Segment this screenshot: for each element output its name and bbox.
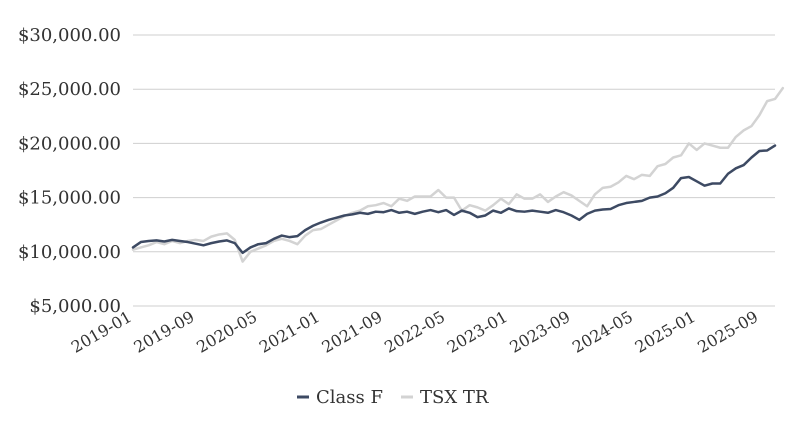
- y-tick-label: $20,000.00: [18, 133, 121, 154]
- x-tick-label: 2023-01: [444, 307, 511, 357]
- x-tick-label: 2023-09: [506, 307, 573, 357]
- series-lines: [131, 86, 785, 263]
- x-tick-label: 2019-09: [131, 307, 198, 357]
- x-tick-label: 2025-09: [694, 307, 761, 357]
- x-axis-tick-labels: 2019-012019-092020-052021-012021-092022-…: [68, 307, 761, 357]
- legend-label: TSX TR: [420, 387, 489, 408]
- y-tick-label: $25,000.00: [18, 79, 121, 100]
- legend: Class F TSX TR: [297, 387, 489, 408]
- y-tick-label: $30,000.00: [18, 25, 121, 46]
- legend-item-tsx-tr: TSX TR: [401, 387, 489, 408]
- y-axis-tick-labels: $5,000.00 $10,000.00 $15,000.00 $20,000.00 $…: [18, 25, 121, 317]
- y-tick-label: $5,000.00: [29, 296, 121, 317]
- x-tick-label: 2021-09: [318, 307, 385, 357]
- series-line-tsx-tr: [131, 86, 785, 263]
- x-tick-label: 2022-05: [381, 307, 448, 357]
- y-tick-label: $10,000.00: [18, 242, 121, 263]
- x-tick-label: 2021-01: [256, 307, 323, 357]
- y-tick-label: $15,000.00: [18, 188, 121, 209]
- x-tick-label: 2025-01: [632, 307, 699, 357]
- x-tick-label: 2024-05: [569, 307, 636, 357]
- gridlines: [133, 34, 775, 307]
- legend-label: Class F: [316, 387, 383, 408]
- series-line-class-f: [131, 144, 777, 255]
- legend-item-class-f: Class F: [297, 387, 383, 408]
- x-tick-label: 2020-05: [193, 307, 260, 357]
